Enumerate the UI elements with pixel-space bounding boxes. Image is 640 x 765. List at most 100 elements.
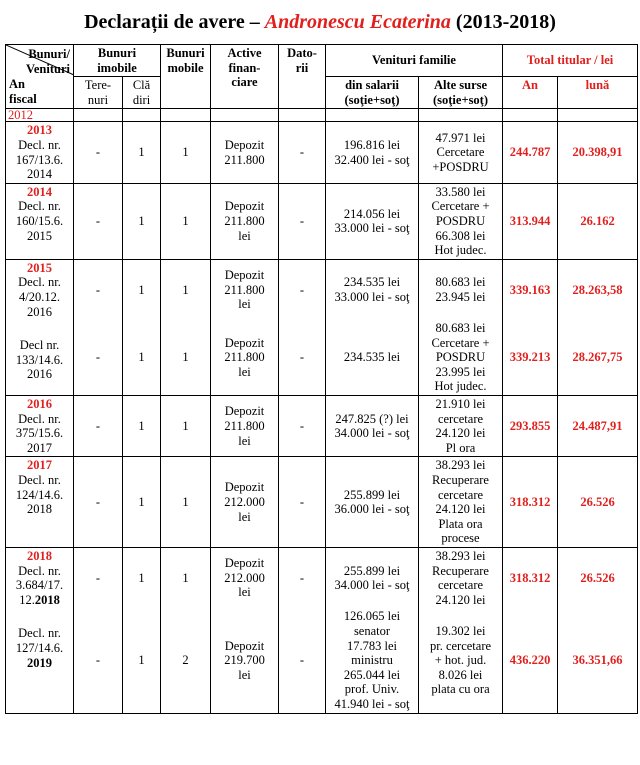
text-line: cercetare — [437, 578, 484, 593]
terenuri-cell: - — [73, 608, 123, 714]
text-line: Active — [227, 46, 262, 60]
text-line: 80.683 lei — [435, 275, 486, 290]
text-line: 36.351,66 — [572, 653, 623, 668]
text-line: 33.000 lei - soţ — [334, 289, 410, 304]
text-line: 1 — [182, 145, 189, 160]
text-line: procese — [441, 531, 480, 546]
text-line: 375/15.6. — [15, 426, 64, 441]
text-line: Venituri familie — [372, 53, 456, 68]
text-line: lei — [238, 228, 251, 243]
empty-cell — [160, 108, 211, 123]
mobile-cell: 2 — [160, 608, 211, 714]
terenuri-cell: - — [73, 456, 123, 548]
text-line: 24.487,91 — [572, 418, 623, 433]
empty-cell — [557, 108, 638, 123]
text-line: Depozit — [224, 335, 265, 350]
text-line: cercetare — [437, 487, 484, 502]
text-line: 1 — [138, 494, 145, 509]
salarii-cell: 126.065 lei senator 17.783 lei ministru 265.… — [325, 608, 419, 714]
text-line: - — [95, 350, 101, 365]
text-line: POSDRU — [435, 213, 486, 228]
cladiri-cell: 1 — [122, 258, 161, 321]
text-line: +POSDRU — [432, 159, 489, 174]
text-line: Bunuri/ — [28, 47, 70, 61]
active-cell: Depozit 211.800 lei — [210, 258, 279, 321]
text-line: 2012 — [8, 108, 33, 122]
decl-cell: Decl nr. 133/14.6. 2016 — [5, 320, 74, 397]
luna-cell: 24.487,91 — [557, 395, 638, 458]
active-cell: Depozit 211.800 lei — [210, 395, 279, 458]
terenuri-cell: - — [73, 320, 123, 397]
text-line: 36.000 lei - soţ — [334, 502, 410, 517]
text-line: 38.293 lei — [435, 458, 486, 473]
text-line: An — [9, 77, 25, 92]
empty-cell — [325, 108, 419, 123]
text-line: 234.535 lei — [343, 350, 401, 365]
mobile-cell: 1 — [160, 395, 211, 458]
text-line: Decl. nr. — [18, 473, 61, 488]
text-line: 214.056 lei — [343, 206, 401, 221]
text-line: Recuperare — [432, 563, 489, 578]
salarii-cell: 234.535 lei — [325, 320, 419, 397]
text-line: 1 — [182, 282, 189, 297]
text-line: 38.293 lei — [435, 549, 486, 563]
text-line: 1 — [182, 494, 189, 509]
text-line: 196.816 lei — [343, 137, 401, 152]
text-line: 21.910 lei — [435, 397, 486, 412]
title-name: Andronescu Ecaterina — [264, 11, 451, 33]
text-line: - — [95, 653, 101, 668]
text-line: 19.302 lei — [435, 623, 486, 638]
active-cell: Depozit 212.000 lei — [210, 456, 279, 548]
empty-cell — [122, 108, 161, 123]
text-line: + hot. jud. — [434, 653, 487, 668]
text-line: Depozit — [224, 404, 265, 419]
year: 2014 — [27, 184, 52, 199]
text-line: 133/14.6. — [15, 352, 64, 367]
text-line: - — [299, 494, 305, 509]
header-alte: Alte surse (soţie+soţ) — [418, 76, 503, 110]
terenuri-cell: - — [73, 395, 123, 458]
text-line: 293.855 — [509, 418, 551, 433]
text-line: Clă — [132, 78, 151, 93]
active-cell: Depozit 219.700 lei — [210, 608, 279, 714]
text-line: 339.213 — [509, 350, 551, 365]
text-line: 1 — [138, 418, 145, 433]
header-luna: lună — [557, 76, 638, 110]
text-line: lei — [238, 433, 251, 448]
cladiri-cell: 1 — [122, 608, 161, 714]
text-line: lei — [238, 297, 251, 312]
text-line: Decl. nr. — [18, 626, 61, 641]
declarations-table: Bunuri/Venituri An fiscal Bunuri imobile B… — [5, 43, 638, 714]
text-line: 2014 — [27, 167, 52, 182]
text-line: 211.800 — [224, 418, 265, 433]
text-line: 211.800 — [224, 152, 265, 167]
corner-bottom: An fiscal — [9, 77, 37, 106]
text-line: Depozit — [224, 638, 265, 653]
text-line: 26.162 — [580, 213, 615, 228]
text-line: lei — [238, 509, 251, 524]
cladiri-cell: 1 — [122, 456, 161, 548]
text-line: fiscal — [9, 91, 37, 106]
decl-cell: 2015 Decl. nr. 4/20.12. 2016 — [5, 258, 74, 321]
an-cell: 293.855 — [502, 395, 558, 458]
text-line: 255.899 lei — [343, 563, 401, 578]
an-cell: 436.220 — [502, 608, 558, 714]
text-line: 32.400 lei - soţ — [334, 152, 410, 167]
text-line: 24.120 lei — [435, 426, 486, 441]
an-cell: 318.312 — [502, 456, 558, 548]
text-line: 28.263,58 — [572, 282, 623, 297]
text-line: 1 — [138, 145, 145, 160]
datorii-cell: - — [278, 547, 326, 609]
text-line: 17.783 lei — [347, 638, 397, 653]
text-line: Venituri — [26, 61, 70, 76]
luna-cell: 28.267,75 — [557, 320, 638, 397]
year: 2018 — [27, 549, 52, 563]
text-line: - — [299, 282, 305, 297]
year: 2016 — [27, 397, 52, 412]
header-cladiri: Clă diri — [122, 76, 161, 110]
text-line: - — [95, 145, 101, 160]
text-line: 2019 — [8, 656, 71, 671]
decl-cell: Decl. nr. 127/14.6. 2019 — [5, 608, 74, 714]
